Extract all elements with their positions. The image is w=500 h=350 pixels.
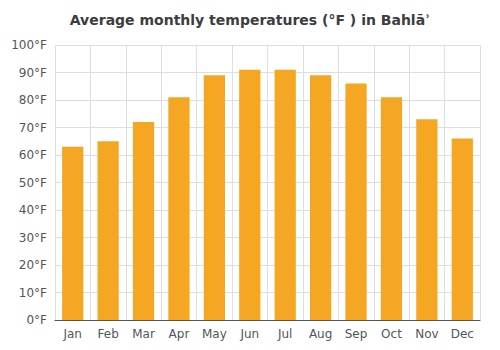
svg-text:Dec: Dec bbox=[451, 327, 474, 341]
svg-text:Sep: Sep bbox=[345, 327, 368, 341]
svg-text:Average monthly temperatures (: Average monthly temperatures (°F ) in Ba… bbox=[70, 12, 430, 28]
svg-text:80°F: 80°F bbox=[19, 93, 47, 107]
svg-text:50°F: 50°F bbox=[19, 176, 47, 190]
svg-text:100°F: 100°F bbox=[11, 38, 47, 52]
svg-text:Jan: Jan bbox=[62, 327, 82, 341]
svg-text:10°F: 10°F bbox=[19, 286, 47, 300]
svg-text:30°F: 30°F bbox=[19, 231, 47, 245]
svg-text:60°F: 60°F bbox=[19, 148, 47, 162]
svg-text:70°F: 70°F bbox=[19, 121, 47, 135]
svg-text:0°F: 0°F bbox=[26, 313, 47, 327]
svg-text:Nov: Nov bbox=[415, 327, 438, 341]
svg-text:Apr: Apr bbox=[169, 327, 190, 341]
svg-text:90°F: 90°F bbox=[19, 66, 47, 80]
svg-text:Jun: Jun bbox=[239, 327, 259, 341]
svg-text:Mar: Mar bbox=[132, 327, 155, 341]
svg-text:20°F: 20°F bbox=[19, 258, 47, 272]
svg-text:Oct: Oct bbox=[381, 327, 402, 341]
svg-text:40°F: 40°F bbox=[19, 203, 47, 217]
svg-text:Jul: Jul bbox=[277, 327, 292, 341]
svg-text:Feb: Feb bbox=[98, 327, 119, 341]
svg-text:May: May bbox=[202, 327, 227, 341]
svg-text:Aug: Aug bbox=[309, 327, 332, 341]
